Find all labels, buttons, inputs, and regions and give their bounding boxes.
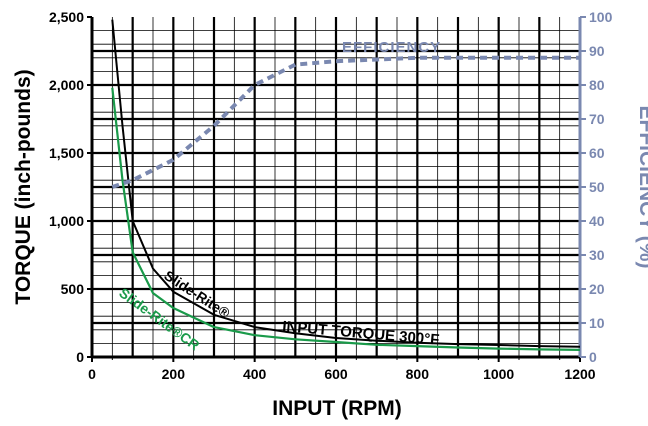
y2-tick-label: 100 <box>589 9 613 25</box>
labels-layer: Slide-Rite® Slide-Rite®CR INPUT TORQUE 3… <box>12 39 648 420</box>
y-axis-title: TORQUE (inch-pounds) <box>12 69 35 304</box>
y-tick-label: 1,500 <box>49 145 84 161</box>
y-tick-label: 2,500 <box>49 9 84 25</box>
axes: 0 200 400 600 800 1000 120005001,0001,5002,000… <box>49 9 613 382</box>
major-grid <box>92 17 580 357</box>
y2-tick-label: 30 <box>589 247 605 263</box>
y2-tick-label: 20 <box>589 281 605 297</box>
annotation-efficiency: EFFICIENCY <box>342 39 441 56</box>
series-layer <box>111 19 581 351</box>
x-tick-label: 400 <box>243 366 267 382</box>
y2-tick-label: 10 <box>589 315 605 331</box>
y-tick-label: 1,000 <box>49 213 84 229</box>
y-tick-label: 2,000 <box>49 77 84 93</box>
x-tick-label: 200 <box>162 366 186 382</box>
x-tick-label: 0 <box>88 366 96 382</box>
minor-grid <box>92 17 580 357</box>
y2-tick-label: 90 <box>589 43 605 59</box>
y-tick-label: 0 <box>76 349 84 365</box>
y-tick-label: 500 <box>61 281 85 297</box>
x-tick-label: 600 <box>324 366 348 382</box>
y2-axis-title: EFFICIENCY (%) <box>635 106 648 269</box>
series-line-slide-rite-cr <box>111 87 581 351</box>
x-tick-label: 800 <box>406 366 430 382</box>
y2-tick-label: 50 <box>589 179 605 195</box>
series-line-efficiency <box>111 55 580 189</box>
y2-tick-label: 80 <box>589 77 605 93</box>
x-axis-title: INPUT (RPM) <box>272 397 402 420</box>
y2-tick-label: 0 <box>589 349 597 365</box>
y2-tick-label: 60 <box>589 145 605 161</box>
y2-tick-label: 70 <box>589 111 605 127</box>
y2-tick-label: 40 <box>589 213 605 229</box>
x-tick-label: 1000 <box>483 366 514 382</box>
series-line-slide-rite <box>111 19 581 348</box>
x-tick-label: 1200 <box>564 366 595 382</box>
